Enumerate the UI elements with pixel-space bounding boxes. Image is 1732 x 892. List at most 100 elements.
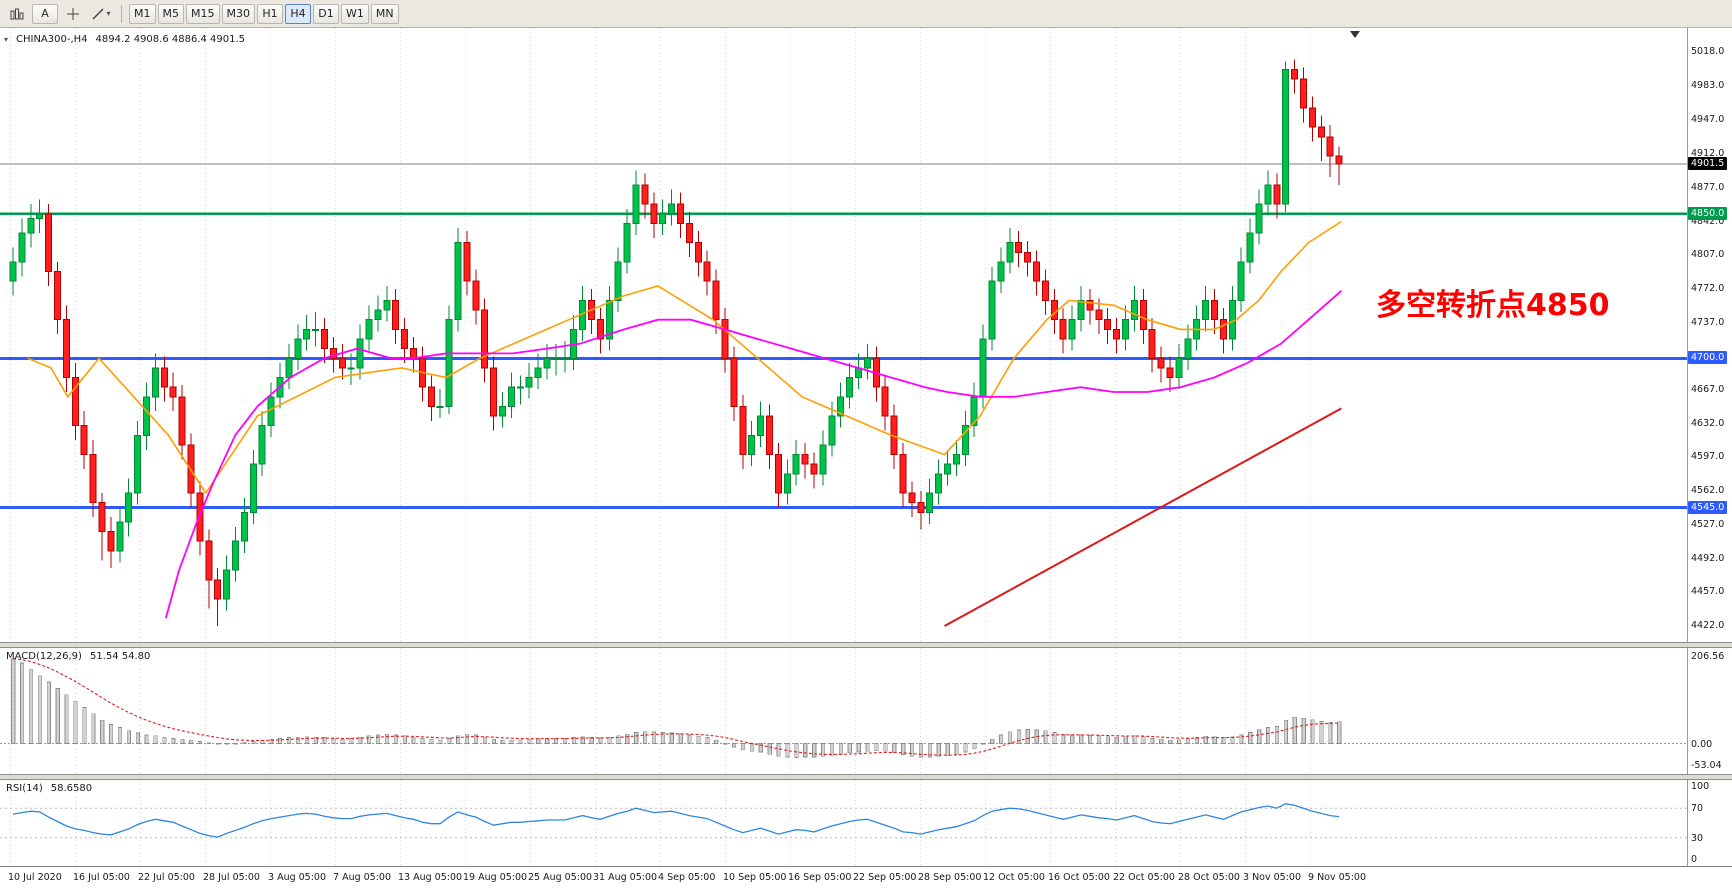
timeframe-button-M1[interactable]: M1 <box>129 3 156 24</box>
macd-histogram-bar <box>1257 729 1262 744</box>
macd-histogram-bar <box>242 741 247 744</box>
macd-histogram-bar <box>803 743 808 758</box>
macd-histogram-bar <box>1283 719 1288 744</box>
time-tick-label: 31 Aug 05:00 <box>593 872 658 883</box>
candlestick-chart[interactable] <box>0 28 1688 642</box>
rsi-panel[interactable]: RSI(14) 58.6580 100 70 30 0 <box>0 780 1732 866</box>
price-tick: 4842.0 <box>1691 215 1725 227</box>
macd-histogram-bar <box>918 743 924 758</box>
candle-body <box>321 328 328 350</box>
timeframe-button-W1[interactable]: W1 <box>341 3 369 24</box>
macd-axis[interactable]: 206.56 0.00 -53.04 <box>1687 648 1732 774</box>
price-tick: 4947.0 <box>1691 114 1725 126</box>
timeframe-button-M5[interactable]: M5 <box>157 3 184 24</box>
macd-histogram-bar <box>1239 734 1244 744</box>
chart-expand-icon[interactable]: ▾ <box>4 35 9 44</box>
price-tick: 5018.0 <box>1691 46 1725 57</box>
macd-histogram-bar <box>758 743 763 753</box>
panel-splitter[interactable] <box>0 774 1732 780</box>
candle-body <box>1264 184 1272 205</box>
time-tick-label: 3 Nov 05:00 <box>1243 872 1302 883</box>
price-tick: 4667.0 <box>1691 384 1725 396</box>
macd-histogram-bar <box>500 739 505 744</box>
macd-histogram-bar <box>206 742 212 744</box>
macd-histogram-bar <box>910 743 915 757</box>
candle-body <box>730 357 738 407</box>
rsi-axis[interactable]: 100 70 30 0 <box>1687 780 1732 866</box>
time-tick-label: 16 Sep 05:00 <box>788 872 852 883</box>
macd-panel[interactable]: MACD(12,26,9) 51.54 54.80 206.56 0.00 -53.… <box>0 648 1732 774</box>
candle-body <box>98 502 106 533</box>
timeframe-button-M30[interactable]: M30 <box>221 3 255 24</box>
candle-body <box>650 203 658 224</box>
macd-histogram-bar <box>732 743 737 748</box>
candle-body <box>454 242 462 321</box>
candle-body <box>1122 319 1129 340</box>
macd-histogram-bar <box>1292 716 1297 744</box>
macd-histogram-bar <box>705 737 710 744</box>
rsi-plot[interactable] <box>0 780 1688 866</box>
text-tool-button[interactable]: A <box>32 3 58 24</box>
macd-histogram-bar <box>198 741 203 744</box>
macd-plot[interactable] <box>0 648 1688 774</box>
crosshair-icon[interactable] <box>60 3 86 25</box>
macd-histogram-bar <box>1168 739 1173 744</box>
macd-histogram-bar <box>883 743 888 752</box>
macd-histogram-bar <box>999 734 1004 744</box>
timeframe-button-D1[interactable]: D1 <box>313 3 339 24</box>
timeframe-button-H1[interactable]: H1 <box>257 3 283 24</box>
candle-body <box>472 280 480 311</box>
macd-histogram-bar <box>117 727 123 744</box>
main-chart-panel[interactable]: ▾ CHINA300-,H4 4894.2 4908.6 4886.4 4901… <box>0 28 1732 642</box>
line-studies-icon[interactable]: ▾ <box>88 3 114 25</box>
candle-body <box>54 271 61 321</box>
timeframe-button-M15[interactable]: M15 <box>186 3 220 24</box>
candle-body <box>125 492 133 523</box>
macd-histogram-bar <box>1301 717 1306 744</box>
macd-histogram-bar <box>625 733 630 744</box>
candle-body <box>196 492 204 542</box>
candle-body <box>410 348 417 359</box>
macd-histogram-bar <box>954 743 959 755</box>
macd-histogram-bar <box>28 669 34 744</box>
candle-body <box>89 454 97 504</box>
candle-body <box>944 463 951 475</box>
macd-histogram-bar <box>1310 719 1315 744</box>
time-axis[interactable]: 10 Jul 2020 16 Jul 05:00 22 Jul 05:00 28 Ju… <box>0 866 1732 892</box>
macd-histogram-bar <box>821 743 826 757</box>
price-tick: 4422.0 <box>1691 620 1725 631</box>
time-tick-label: 22 Sep 05:00 <box>853 872 917 883</box>
candle-body <box>721 319 729 359</box>
macd-histogram-bar <box>1274 726 1280 744</box>
candle-body <box>961 425 969 456</box>
candle-body <box>694 242 702 263</box>
price-axis[interactable]: 5018.0 4983.0 4947.0 4912.0 4877.0 4842.0 4807… <box>1687 28 1732 642</box>
candle-body <box>988 280 996 340</box>
macd-histogram-bar <box>1007 731 1013 744</box>
timeframe-button-H4[interactable]: H4 <box>285 3 311 24</box>
candle-body <box>1282 68 1290 205</box>
macd-histogram-bar <box>64 694 69 744</box>
price-tag: 4850.0 <box>1688 206 1728 220</box>
candle-body <box>846 377 854 398</box>
candle-body <box>1086 299 1094 311</box>
macd-histogram-bar <box>313 736 318 744</box>
chart-display-icon[interactable] <box>4 3 30 25</box>
macd-histogram-bar <box>384 733 390 744</box>
macd-histogram-bar <box>1061 733 1066 744</box>
macd-histogram-bar <box>331 738 336 744</box>
panel-splitter[interactable] <box>0 642 1732 648</box>
macd-histogram-bar <box>678 733 683 744</box>
candle-body <box>1148 328 1156 359</box>
candle-body <box>1157 357 1165 369</box>
candle-body <box>214 579 222 600</box>
price-tick: 4632.0 <box>1691 417 1725 429</box>
macd-histogram-bar <box>554 738 559 744</box>
candle-body <box>383 299 391 311</box>
macd-histogram-bar <box>972 743 977 749</box>
timeframe-button-MN[interactable]: MN <box>370 3 399 24</box>
candle-body <box>668 203 676 215</box>
price-tick: 4772.0 <box>1691 282 1725 294</box>
trendline[interactable] <box>944 407 1342 627</box>
